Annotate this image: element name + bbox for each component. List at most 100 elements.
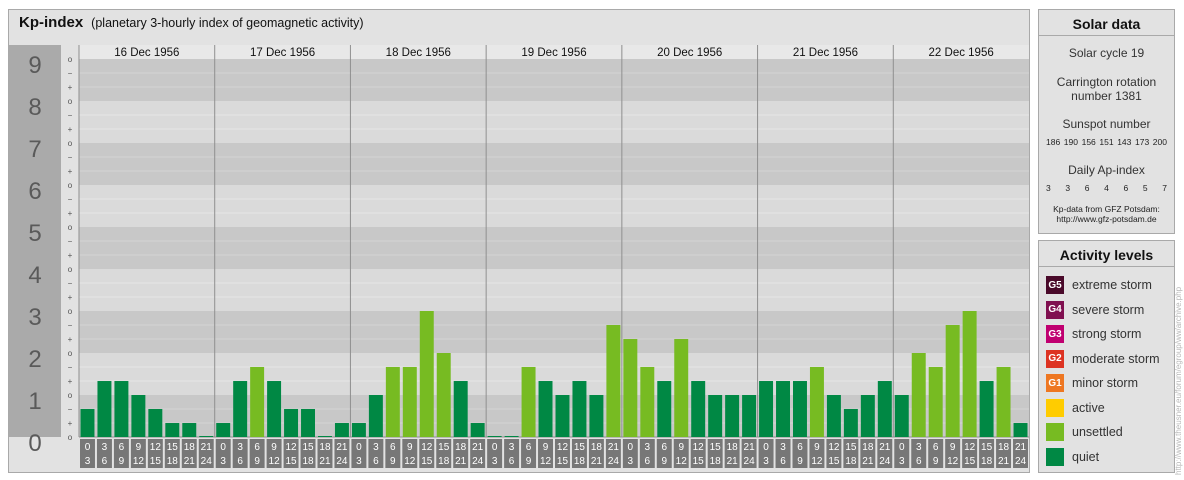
kp-bar: [945, 324, 960, 437]
y-tick-label: 7: [28, 136, 41, 163]
kp-bar: [640, 366, 655, 437]
kp-bar: [521, 366, 536, 437]
chart-subtitle: (planetary 3-hourly index of geomagnetic…: [91, 16, 364, 30]
activity-level-moderate-storm: G2 moderate storm: [1046, 349, 1160, 369]
hour-end-label: 9: [797, 456, 803, 467]
hour-box: [351, 439, 367, 468]
kp-bar: [555, 395, 570, 437]
hour-start-label: 12: [150, 442, 162, 453]
day-label: 21 Dec 1956: [793, 47, 858, 59]
y-minor-label: −: [68, 363, 73, 372]
hour-end-label: 24: [744, 456, 756, 467]
kp-bar: [928, 366, 943, 437]
hour-box: [232, 439, 248, 468]
hour-box: [198, 439, 214, 468]
hour-start-label: 9: [543, 442, 549, 453]
y-minor-label: o: [68, 349, 73, 358]
hour-end-label: 12: [133, 456, 145, 467]
hour-box: [487, 439, 503, 468]
hour-end-label: 15: [964, 456, 976, 467]
hour-start-label: 12: [828, 442, 840, 453]
hour-start-label: 6: [797, 442, 803, 453]
kp-bar: [691, 381, 706, 437]
source-line-1: Kp-data from GFZ Potsdam:: [1053, 204, 1160, 214]
hour-end-label: 18: [302, 456, 314, 467]
hour-start-label: 6: [390, 442, 396, 453]
kp-bar: [436, 353, 451, 437]
hour-end-label: 21: [862, 456, 874, 467]
chart-title: Kp-index (planetary 3-hourly index of geo…: [19, 14, 364, 31]
y-minor-label: −: [68, 195, 73, 204]
source-credit: http://www.theusner.eu/forum/egroup/ww/a…: [1174, 286, 1183, 475]
kp-bar: [453, 381, 468, 437]
y-minor-label: +: [68, 377, 73, 386]
hour-box: [809, 439, 825, 468]
activity-label: strong storm: [1072, 327, 1142, 341]
hour-start-label: 6: [119, 442, 125, 453]
hour-box: [1013, 439, 1028, 468]
y-minor-label: o: [68, 265, 73, 274]
hour-start-label: 3: [237, 442, 243, 453]
hour-start-label: 0: [763, 442, 769, 453]
kp-bar: [385, 366, 400, 437]
hour-start-label: 18: [998, 442, 1010, 453]
hour-end-label: 6: [509, 456, 515, 467]
y-minor-label: −: [68, 237, 73, 246]
hour-start-label: 18: [591, 442, 603, 453]
carrington-line-2: number 1381: [1071, 89, 1142, 103]
kp-bar: [877, 381, 892, 437]
kp-bar: [504, 436, 519, 437]
y-minor-label: o: [68, 139, 73, 148]
hour-end-label: 21: [727, 456, 739, 467]
kp-bar: [334, 423, 349, 437]
hour-end-label: 12: [540, 456, 552, 467]
activity-swatch: [1046, 398, 1064, 417]
hour-end-label: 15: [421, 456, 433, 467]
hour-end-label: 3: [220, 456, 226, 467]
y-minor-label: +: [68, 419, 73, 428]
kp-bar: [725, 395, 740, 437]
kp-bar: [894, 395, 909, 437]
ap-value: 3: [1065, 183, 1071, 193]
activity-level-quiet: quiet: [1046, 447, 1099, 467]
hour-end-label: 18: [438, 456, 450, 467]
activity-swatch: G4: [1046, 300, 1064, 319]
activity-label: minor storm: [1072, 376, 1138, 390]
plot-band: [79, 311, 1029, 353]
kp-bar: [793, 381, 807, 437]
y-minor-label: o: [68, 55, 73, 64]
kp-bar: [962, 311, 977, 437]
kp-bar: [1013, 423, 1028, 437]
hour-end-label: 24: [879, 456, 891, 467]
kp-bar: [470, 423, 485, 437]
kp-bar: [487, 436, 502, 437]
y-minor-label: +: [68, 251, 73, 260]
ap-value: 3: [1046, 183, 1051, 193]
solar-data-title: Solar data: [1039, 10, 1174, 36]
hour-end-label: 12: [269, 456, 281, 467]
hour-box: [436, 439, 452, 468]
ap-label: Daily Ap-index: [1068, 163, 1145, 177]
activity-swatch: G1: [1046, 374, 1064, 392]
hour-start-label: 6: [254, 442, 260, 453]
hour-box: [775, 439, 791, 468]
y-tick-label: 3: [28, 304, 41, 331]
kp-bar: [843, 408, 858, 437]
hour-box: [707, 439, 723, 468]
y-minor-label: −: [68, 111, 73, 120]
hour-start-label: 21: [608, 442, 620, 453]
y-minor-label: o: [68, 223, 73, 232]
hour-box: [673, 439, 689, 468]
activity-label: active: [1072, 400, 1105, 415]
plot-band: [79, 59, 1029, 101]
hour-box: [571, 439, 587, 468]
hour-box: [894, 439, 910, 468]
ap-value: 6: [1123, 183, 1129, 193]
hour-box: [283, 439, 299, 468]
activity-swatch: G5: [1046, 276, 1064, 294]
kp-bar: [623, 339, 638, 437]
kp-bar: [742, 395, 757, 437]
hour-start-label: 12: [693, 442, 705, 453]
kp-bar: [301, 408, 315, 437]
hour-box: [164, 439, 180, 468]
